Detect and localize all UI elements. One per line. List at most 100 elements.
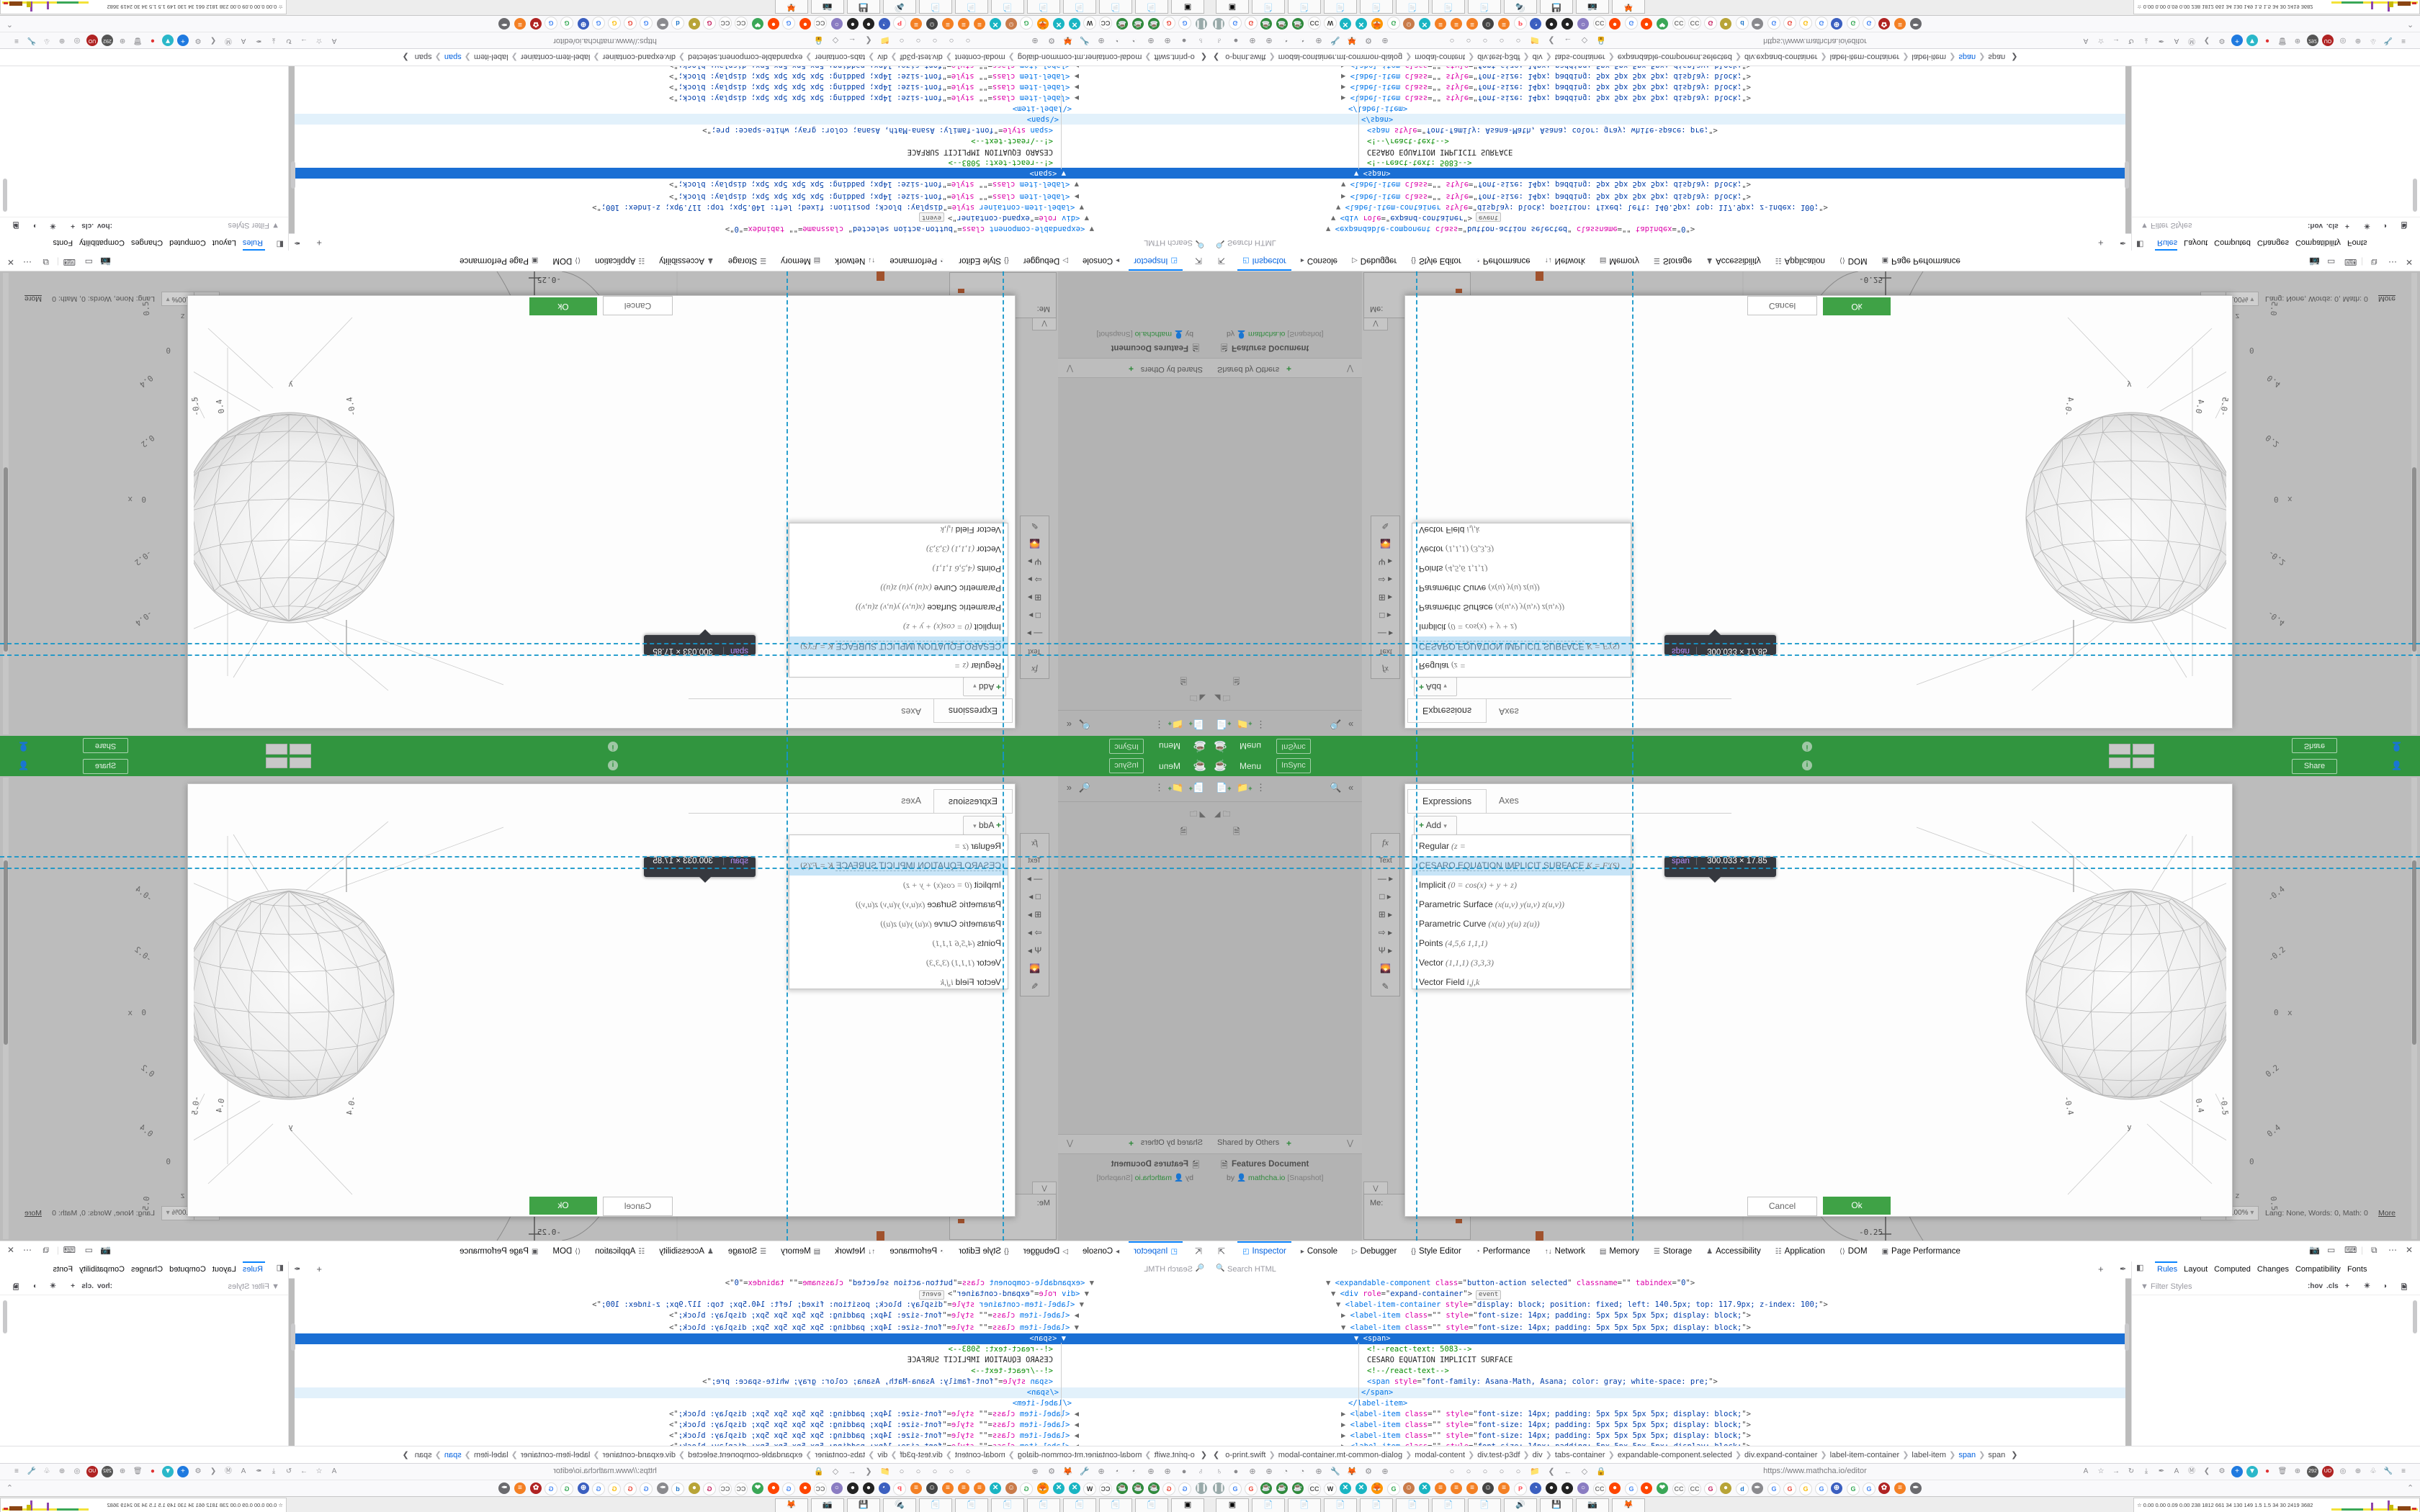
search-html-input[interactable]: Search HTML <box>1144 238 1193 247</box>
navbar-icon-right-0[interactable]: A <box>2083 1467 2089 1475</box>
breadcrumb-item[interactable]: div.test-p3df <box>900 1451 943 1459</box>
navbar-icon-right-14[interactable]: ⊕ <box>2294 1467 2301 1475</box>
palette-tool-4[interactable]: ⊞ ▸ <box>1378 593 1393 603</box>
palette-tool-4[interactable]: ⊞ ▸ <box>1027 909 1042 919</box>
bookmark-favicon-31[interactable]: G <box>1704 1482 1717 1495</box>
markup-row[interactable]: ▶ <label-item class="" style="font-size:… <box>668 72 1079 81</box>
navbar-icon-left-14[interactable]: ○ <box>1499 1467 1505 1476</box>
dropdown-item-parametric-curve[interactable]: Parametric Curve (x(u) y(u) z(u)) <box>1419 583 1540 593</box>
add-expression-button[interactable]: + Add ▾ <box>1414 816 1457 835</box>
navbar-icon-right-12[interactable]: ● <box>2264 37 2270 45</box>
markup-row[interactable]: ▶ <label-item class="" style="font-size:… <box>1210 1441 2125 1446</box>
navbar-icon-left-20[interactable]: 🔒 <box>1596 1467 1606 1476</box>
navbar-icon-right-15[interactable]: 292 <box>2307 1466 2318 1477</box>
rules-toolbar-icon-1[interactable]: .cls <box>81 222 94 230</box>
bookmark-favicon-18[interactable]: ≡ <box>1498 18 1510 30</box>
palette-tool-4[interactable]: ⊞ ▸ <box>1027 593 1042 603</box>
palette-tool-7[interactable]: 🌄 <box>1380 539 1391 549</box>
bookmark-favicon-35[interactable]: G <box>640 17 653 30</box>
navbar-icon-right-16[interactable]: UO <box>86 35 98 46</box>
navbar-icon-left-6[interactable]: ⊕ <box>1098 36 1105 45</box>
dropdown-item-implicit[interactable]: Implicit (0 = cos(x) + y + z) <box>903 622 1001 632</box>
bookmark-favicon-5[interactable]: ☕ <box>1292 18 1304 30</box>
navbar-icon-left-16[interactable]: 📁 <box>1530 36 1540 45</box>
bookmark-favicon-43[interactable]: ≡ <box>1894 18 1906 30</box>
bookmark-favicon-33[interactable]: d <box>1736 17 1749 30</box>
breadcrumb-item[interactable]: label-item-container <box>520 53 591 61</box>
devtools-tab-network[interactable]: ↑↓Network <box>1544 256 1585 265</box>
bookmark-favicon-13[interactable]: ✕ <box>990 1482 1001 1494</box>
bookmark-favicon-23[interactable]: ○ <box>1577 18 1589 30</box>
navbar-icon-right-16[interactable]: UO <box>86 1466 98 1477</box>
navbar-icon-left-15[interactable]: ○ <box>899 36 905 45</box>
markup-row[interactable]: ▶ <label-item class="" style="font-size:… <box>1341 1431 1752 1440</box>
dropdown-item-vector-field[interactable]: Vector Field i,j,k <box>1419 525 1480 535</box>
markup-row[interactable]: ▶ <label-item class="" style="font-size:… <box>668 1431 1079 1440</box>
navbar-icon-left-15[interactable]: ○ <box>1515 1467 1521 1476</box>
devtools-tab-application[interactable]: ☷Application <box>1775 1247 1825 1256</box>
search-html-input[interactable]: Search HTML <box>1227 238 1276 247</box>
devtools-tab-dom[interactable]: ⟨⟩DOM <box>552 256 581 265</box>
navbar-icon-left-11[interactable]: ○ <box>1449 36 1455 45</box>
bookmark-favicon-36[interactable]: G <box>624 17 637 30</box>
insync-button[interactable]: InSync <box>1276 758 1311 773</box>
bookmark-favicon-6[interactable]: CC <box>1308 1482 1321 1495</box>
pane-divider[interactable] <box>288 1261 289 1446</box>
pane-divider[interactable] <box>288 66 289 251</box>
devtools-tab-memory[interactable]: ▤Memory <box>781 1247 821 1256</box>
navbar-icon-right-13[interactable]: 🗑 <box>133 1467 143 1475</box>
breadcrumb-item[interactable]: div.expand-container <box>602 53 676 61</box>
navbar-icon-left-7[interactable]: 🔧 <box>1330 1467 1340 1476</box>
devtools-tab-network[interactable]: ↑↓Network <box>835 256 876 265</box>
navbar-icon-left-7[interactable]: 🔧 <box>1080 1467 1090 1476</box>
dropdown-item-points[interactable]: Points (4,5,6 1,1,1) <box>932 938 1001 948</box>
dropdown-item-parametric-surface[interactable]: Parametric Surface (x(u,v) y(u,v) z(u,v)… <box>1419 603 1564 613</box>
navbar-icon-right-3[interactable]: ↻ <box>2128 1467 2135 1475</box>
bookmark-favicon-2[interactable]: G <box>1245 1482 1258 1495</box>
breadcrumb-item[interactable]: expandable-component.selected <box>688 1451 803 1459</box>
devtools-tab-debugger[interactable]: ▷Debugger <box>1023 1247 1068 1256</box>
rules-toolbar-icon-0[interactable]: :hov <box>2308 222 2323 230</box>
taskbar-button-9[interactable]: 💾 <box>1540 0 1573 14</box>
screenshot-icon[interactable]: 📷 <box>100 257 111 267</box>
markup-row[interactable]: ▼ <label-item class="" style="font-size:… <box>668 180 1079 189</box>
markup-row[interactable]: <span style="font-family: Asana-Math, As… <box>702 126 1053 135</box>
devtools-tab-dom[interactable]: ⟨⟩DOM <box>1839 256 1868 265</box>
dropdown-item-implicit[interactable]: Implicit (0 = cos(x) + y + z) <box>1419 622 1517 632</box>
collapse-section-icon[interactable]: ⋁ <box>1066 364 1073 373</box>
more-link[interactable]: More <box>24 1209 42 1218</box>
devtools-tab-application[interactable]: ☷Application <box>595 256 645 265</box>
navbar-icon-right-8[interactable]: ❮ <box>2203 37 2210 45</box>
navbar-icon-left-2[interactable]: ⊕ <box>1164 36 1171 45</box>
taskbar-button-1[interactable]: 📄 <box>1135 1498 1168 1512</box>
bookmark-favicon-15[interactable]: ≡ <box>958 18 969 30</box>
markup-row[interactable]: <!--/react-text--> <box>971 1367 1053 1375</box>
rules-tab-rules[interactable]: Rules <box>2157 235 2177 251</box>
breadcrumb-item[interactable]: div.expand-container <box>602 1451 676 1459</box>
bookmark-favicon-31[interactable]: G <box>703 1482 716 1495</box>
breadcrumb-scroll-left-icon[interactable]: ❮ <box>1213 53 1220 61</box>
bookmark-favicon-28[interactable]: ❤ <box>1657 1482 1668 1494</box>
navbar-icon-left-15[interactable]: ○ <box>899 1467 905 1476</box>
bookmark-favicon-27[interactable]: ● <box>768 18 779 30</box>
breadcrumb-item[interactable]: o-print.swift <box>1154 53 1195 61</box>
breadcrumb-item[interactable]: modal-content <box>954 1451 1005 1459</box>
navbar-icon-right-17[interactable]: ◎ <box>73 1467 81 1475</box>
eyedropper-icon[interactable]: ✒ <box>293 1265 300 1274</box>
bookmark-favicon-1[interactable]: G <box>1178 17 1191 30</box>
navbar-icon-right-4[interactable]: ⤓ <box>272 37 276 45</box>
rules-toolbar-icon-3[interactable]: ☀ <box>50 222 56 230</box>
bookmark-favicon-39[interactable]: ⊕ <box>1831 18 1842 30</box>
bookmark-favicon-24[interactable]: CC <box>814 17 827 30</box>
bookmark-favicon-19[interactable]: P <box>1514 17 1527 30</box>
bookmark-favicon-44[interactable]: ✒ <box>498 1482 510 1494</box>
ok-button[interactable]: Ok <box>529 297 597 315</box>
devtools-close-icon[interactable]: ✕ <box>6 257 14 267</box>
dropdown-item-points[interactable]: Points (4,5,6 1,1,1) <box>1419 938 1488 948</box>
bookmark-favicon-22[interactable]: ● <box>1561 18 1573 30</box>
pick-element-icon[interactable]: ⇱ <box>1194 1246 1202 1256</box>
dropdown-item-regular[interactable]: Regular (z = <box>1419 661 1466 671</box>
markup-row[interactable]: </span> <box>1210 1387 2125 1398</box>
bookmark-favicon-38[interactable]: G <box>1815 1482 1828 1495</box>
account-icon[interactable]: 👤 <box>18 760 29 770</box>
